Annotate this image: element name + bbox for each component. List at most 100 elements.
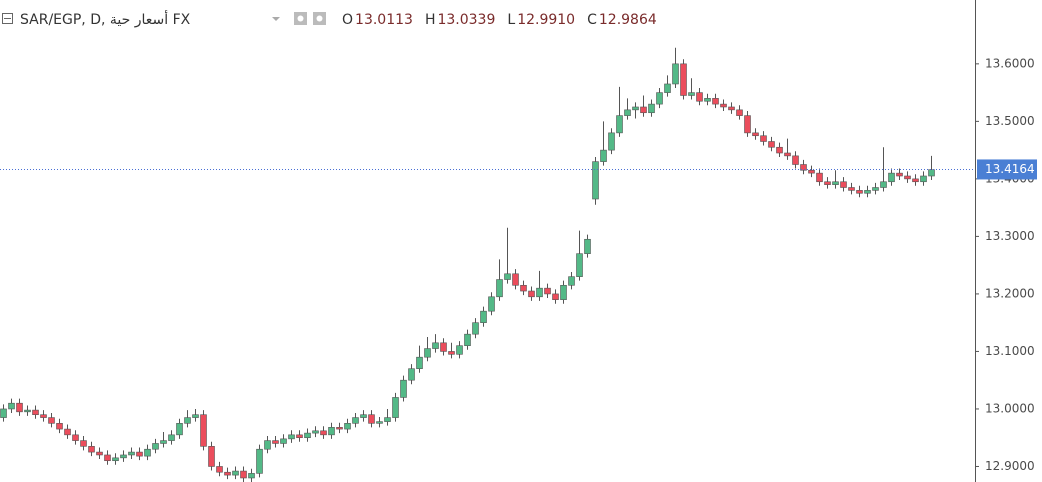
candle-body <box>488 296 495 312</box>
ohlc-value: 12.9910 <box>517 12 575 28</box>
candle-body <box>568 276 575 286</box>
candle-body <box>920 175 927 183</box>
candle-body <box>616 115 623 134</box>
candle-body <box>712 98 719 105</box>
candle-body <box>368 414 375 424</box>
candle-body <box>672 63 679 85</box>
candle-body <box>24 409 31 413</box>
candle-body <box>480 310 487 323</box>
candle-body <box>600 149 607 162</box>
candle-body <box>880 181 887 188</box>
candle-body <box>264 440 271 450</box>
y-tick-label: 13.5000 <box>985 114 1035 128</box>
candle-body <box>248 473 255 479</box>
candle-body <box>856 190 863 194</box>
candle-body <box>528 290 535 298</box>
y-tick-label: 13.2000 <box>985 286 1035 300</box>
candle-body <box>352 417 359 424</box>
candle-body <box>720 103 727 108</box>
candle-body <box>384 417 391 422</box>
candle-body <box>40 414 47 418</box>
candle-body <box>112 457 119 462</box>
candle-body <box>576 253 583 277</box>
candle-body <box>408 368 415 381</box>
candle-body <box>208 446 215 467</box>
candle-body <box>448 351 455 355</box>
candle-body <box>784 152 791 157</box>
ohlc-value: 12.9864 <box>599 12 657 28</box>
candle-body <box>392 397 399 418</box>
ohlc-key: L <box>507 12 515 28</box>
candle-body <box>496 279 503 298</box>
symbol-title[interactable]: SAR/EGP, D, أسعار حية FX <box>20 10 191 28</box>
eye-pupil <box>297 15 304 22</box>
candle-body <box>552 293 559 300</box>
candle-body <box>464 333 471 346</box>
candle-body <box>592 161 599 200</box>
candle-body <box>704 98 711 102</box>
candle-body <box>160 440 167 444</box>
candle-body <box>88 446 95 453</box>
y-tick-label: 13.1000 <box>985 344 1035 358</box>
candle-body <box>696 92 703 102</box>
ohlc-values: O 13.0113 H 13.0339 L 12.9910 C 12.9864 <box>342 12 657 28</box>
candle-body <box>736 109 743 116</box>
y-tick-label: 13.0000 <box>985 401 1035 415</box>
candle-body <box>152 443 159 450</box>
candle-body <box>680 63 687 96</box>
candle-body <box>56 423 63 430</box>
candle-body <box>840 181 847 188</box>
candle-body <box>816 172 823 183</box>
candle-body <box>136 451 143 457</box>
candle-body <box>8 402 15 410</box>
candle-body <box>96 451 103 456</box>
candle-body <box>808 169 815 174</box>
candle-body <box>472 322 479 335</box>
candle-body <box>824 181 831 185</box>
candle-body <box>288 434 295 440</box>
current-price-box <box>977 159 1037 180</box>
candle-body <box>216 466 223 473</box>
ohlc-key: H <box>425 12 436 28</box>
candle-body <box>296 434 303 439</box>
candle-body <box>904 175 911 180</box>
candle-body <box>376 421 383 424</box>
candle-body <box>16 402 23 413</box>
candle-body <box>128 451 135 456</box>
candle-body <box>792 155 799 165</box>
candle-body <box>664 83 671 93</box>
candle-body <box>928 169 935 177</box>
candle-body <box>504 273 511 280</box>
candle-body <box>416 356 423 369</box>
candle-body <box>328 427 335 436</box>
candle-body <box>624 109 631 116</box>
candle-body <box>632 106 639 111</box>
collapse-icon[interactable] <box>2 13 13 24</box>
candle-body <box>872 187 879 191</box>
candle-body <box>224 471 231 476</box>
y-tick-label: 13.6000 <box>985 56 1035 70</box>
candle-body <box>80 440 87 447</box>
candle-body <box>168 434 175 441</box>
ohlc-key: C <box>587 12 597 28</box>
candle-body <box>752 132 759 137</box>
candle-body <box>32 409 39 416</box>
candle-body <box>648 103 655 114</box>
candle-body <box>64 428 71 436</box>
candle-body <box>728 106 735 111</box>
candle-body <box>432 342 439 349</box>
candle-body <box>184 417 191 424</box>
candle-body <box>640 106 647 114</box>
candle-body <box>256 448 263 474</box>
candle-body <box>800 164 807 171</box>
dropdown-caret[interactable] <box>272 17 280 21</box>
candle-body <box>848 187 855 191</box>
candle-body <box>304 432 311 439</box>
candle-body <box>336 427 343 430</box>
candle-body <box>584 238 591 254</box>
candle-body <box>512 273 519 286</box>
candle-body <box>560 284 567 300</box>
header: SAR/EGP, D, أسعار حية FX O 13.0113 H 13.033… <box>0 0 730 36</box>
candle-body <box>776 146 783 154</box>
